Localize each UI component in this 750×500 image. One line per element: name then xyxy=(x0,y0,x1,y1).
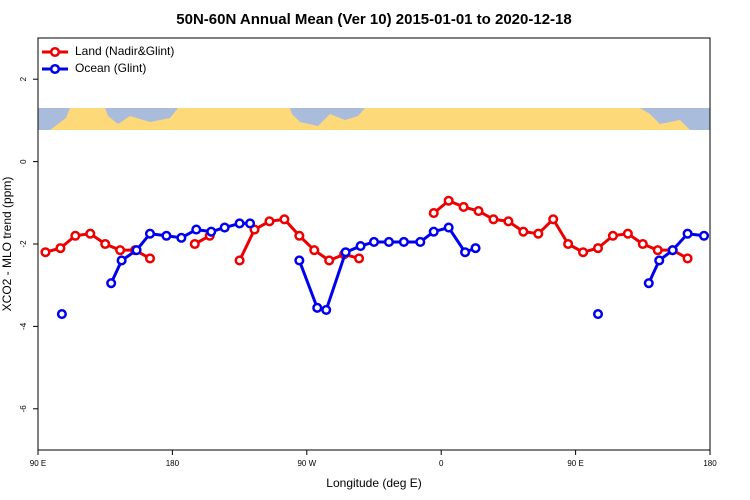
point xyxy=(206,226,217,237)
map-strip xyxy=(38,108,710,130)
point xyxy=(443,195,454,206)
point xyxy=(488,214,499,225)
x-axis-label: Longitude (deg E) xyxy=(326,476,421,490)
point xyxy=(428,208,439,219)
point xyxy=(563,238,574,250)
x-tick-label: 0 xyxy=(439,459,444,468)
x-tick-label: 90 W xyxy=(297,459,316,468)
y-tick-label: -4 xyxy=(19,322,28,330)
point xyxy=(55,243,66,254)
point xyxy=(643,278,654,289)
y-tick-label: 0 xyxy=(19,159,28,164)
point xyxy=(309,245,320,256)
point xyxy=(354,253,365,264)
point xyxy=(473,205,484,217)
point xyxy=(191,224,202,235)
point xyxy=(106,278,117,289)
point xyxy=(85,228,96,239)
point xyxy=(234,255,245,266)
point xyxy=(116,255,127,266)
point xyxy=(245,218,256,229)
point xyxy=(115,245,126,256)
point xyxy=(40,247,51,258)
point xyxy=(578,247,589,258)
point xyxy=(324,255,335,266)
point xyxy=(415,236,426,247)
point xyxy=(622,228,633,239)
x-tick-label: 180 xyxy=(166,459,180,468)
point xyxy=(607,230,618,241)
point xyxy=(70,230,81,241)
point xyxy=(56,308,67,320)
point xyxy=(189,238,200,250)
point xyxy=(470,243,481,254)
point xyxy=(654,255,665,266)
point xyxy=(533,228,544,239)
point xyxy=(460,247,471,258)
y-axis-label: XCO2 - MLO trend (ppm) xyxy=(0,177,14,312)
point xyxy=(144,253,156,264)
point xyxy=(279,214,290,225)
point xyxy=(176,232,187,243)
point xyxy=(144,228,156,239)
point xyxy=(294,255,305,266)
y-tick-label: -6 xyxy=(19,405,28,413)
point xyxy=(234,218,245,229)
y-tick-label: 2 xyxy=(19,76,28,81)
point xyxy=(340,247,351,258)
y-tick-label: -2 xyxy=(19,240,28,248)
x-tick-label: 180 xyxy=(703,459,717,468)
point xyxy=(503,216,514,227)
point xyxy=(458,201,469,212)
point xyxy=(294,230,305,241)
point xyxy=(355,241,366,252)
series-line xyxy=(45,199,689,262)
point xyxy=(548,214,559,225)
point xyxy=(652,245,663,256)
point xyxy=(682,228,693,239)
legend-item: Land (Nadir&Glint) xyxy=(42,44,174,58)
point xyxy=(428,226,439,237)
point xyxy=(443,222,454,233)
point xyxy=(667,245,678,256)
point xyxy=(100,238,111,250)
legend-item: Ocean (Glint) xyxy=(42,61,146,75)
x-tick-label: 90 E xyxy=(30,459,46,468)
legend-marker xyxy=(49,46,61,58)
x-tick-label: 90 E xyxy=(567,459,583,468)
point xyxy=(161,230,172,241)
legend-label: Ocean (Glint) xyxy=(75,61,146,75)
point xyxy=(682,253,693,264)
point xyxy=(592,243,604,254)
point xyxy=(368,236,380,247)
point xyxy=(383,236,394,247)
point xyxy=(637,238,648,250)
legend-marker xyxy=(49,63,61,75)
point xyxy=(518,226,529,237)
point xyxy=(264,216,275,227)
point xyxy=(219,222,230,233)
point xyxy=(398,236,409,247)
chart-title: 50N-60N Annual Mean (Ver 10) 2015-01-01 … xyxy=(176,11,571,28)
point xyxy=(321,304,332,315)
point xyxy=(698,230,710,241)
point xyxy=(131,245,142,256)
point xyxy=(312,302,323,313)
legend-label: Land (Nadir&Glint) xyxy=(75,44,174,58)
point xyxy=(592,308,604,320)
